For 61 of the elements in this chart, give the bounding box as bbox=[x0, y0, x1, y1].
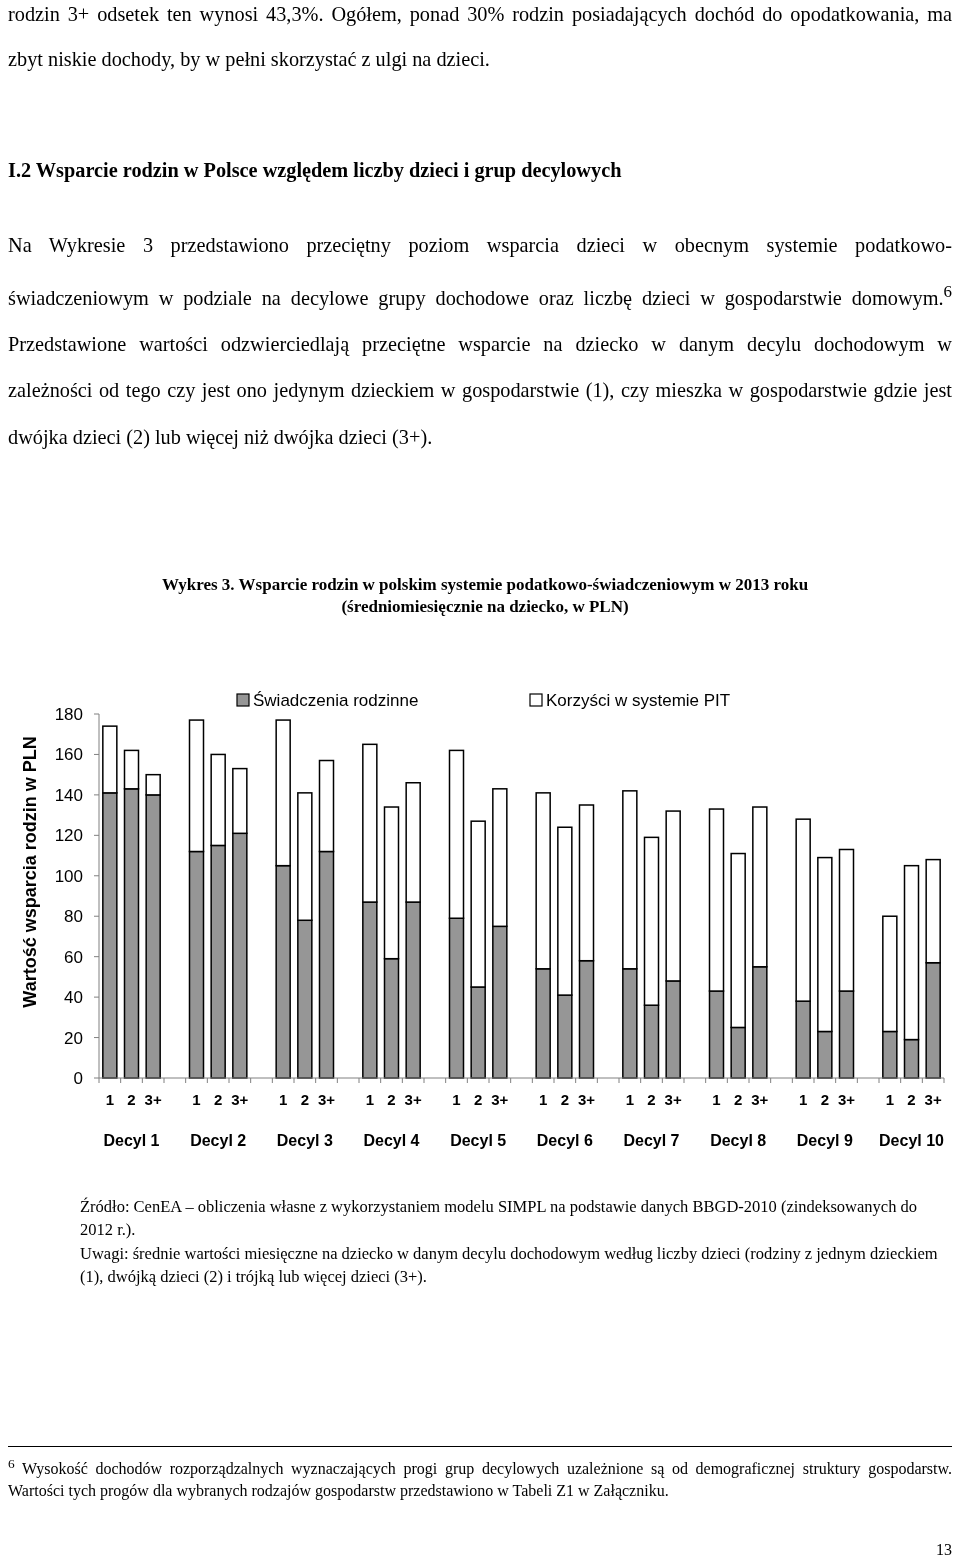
x-tick-label: 1 bbox=[452, 1091, 461, 1109]
x-tick-label: 2 bbox=[387, 1091, 396, 1109]
x-tick-label: 3+ bbox=[144, 1091, 162, 1109]
text: Decyl 9 bbox=[796, 1131, 853, 1149]
x-tick-label: 2 bbox=[560, 1091, 570, 1109]
x-tick-label: 2 bbox=[907, 1091, 916, 1109]
x-tick-label: 3+ bbox=[837, 1091, 856, 1109]
text: rodzin 3+ odsetek ten wynosi 43,3%. Ogółem, ponad 30% rodzin posiadających dochód do opodatkowania, ma zbyt niskie dochody, by w pełni skorzystać z ulgi na dzieci. bbox=[8, 2, 952, 73]
y-tick-label: 140 bbox=[54, 785, 83, 805]
x-tick-label: 3+ bbox=[317, 1091, 336, 1109]
text: Decyl 4 bbox=[363, 1131, 420, 1149]
legend-label: Korzyści w systemie PIT bbox=[546, 690, 731, 710]
x-tick-label: 1 bbox=[192, 1091, 201, 1109]
x-tick-label: 3+ bbox=[751, 1091, 769, 1109]
y-tick-label: 180 bbox=[54, 704, 83, 724]
chart-title: Wykres 3. Wsparcie rodzin w polskim systemie podatkowo-świadczeniowym w 2013 roku (średniomiesięcznie na dziecko, w PLN) bbox=[160, 574, 810, 618]
y-tick-label: 20 bbox=[64, 1028, 83, 1048]
legend-label: Świadczenia rodzinne bbox=[253, 690, 419, 710]
x-tick-label: 2 bbox=[300, 1091, 310, 1109]
x-tick-label: 2 bbox=[820, 1091, 830, 1109]
x-tick-label: 1 bbox=[712, 1091, 721, 1109]
y-tick-label: 120 bbox=[54, 826, 83, 846]
x-tick-label: 1 bbox=[625, 1091, 635, 1109]
text: Uwagi: średnie wartości miesięczne na dziecko w danym decylu dochodowym według liczby dzieci (rodziny z jednym dzieckiem (1), dwójką dzieci (2) i trójką lub więcej dzieci (3+). bbox=[80, 1243, 939, 1288]
text: Decyl 5 bbox=[450, 1131, 507, 1149]
text: Decyl 7 bbox=[623, 1131, 680, 1149]
x-tick-label: 3+ bbox=[231, 1091, 249, 1109]
x-tick-label: 1 bbox=[278, 1091, 288, 1109]
x-tick-label: 3+ bbox=[664, 1091, 682, 1109]
y-tick-label: 80 bbox=[64, 907, 83, 927]
text: Decyl 3 bbox=[276, 1131, 333, 1149]
x-tick-label: 3+ bbox=[404, 1091, 422, 1109]
text: Decyl 1 bbox=[103, 1131, 160, 1149]
text: I.2 Wsparcie rodzin w Polsce względem liczby dzieci i grup decylowych bbox=[8, 158, 623, 184]
x-tick-label: 1 bbox=[538, 1091, 548, 1109]
y-axis-title: Wartość wsparcia rodzin w PLN bbox=[20, 736, 41, 1008]
text: 13 bbox=[936, 1541, 952, 1559]
text: Na Wykresie 3 przedstawiono przeciętny poziom wsparcia dzieci w obecnym systemie podatkowo-świadczeniowym w podziale na decylowe grupy dochodowe oraz liczbę dzieci w gospodarstwie domowym.$^{6}$ Przedstawione wartości odzwierciedlają przeciętne wsparcie na dziecko w danym decylu dochodowym w zależności od tego czy jest ono jedynym dzieckiem w gospodarstwie (1), czy mieszka w gospodarstwie gdzie jest dwójka dzieci (2) lub więcej niż dwójka dzieci (3+). bbox=[8, 234, 952, 448]
x-tick-label: 1 bbox=[798, 1091, 808, 1109]
x-tick-label: 3+ bbox=[577, 1091, 596, 1109]
x-tick-label: 2 bbox=[733, 1091, 743, 1109]
x-tick-label: 1 bbox=[365, 1091, 375, 1109]
text: Decyl 2 bbox=[190, 1131, 247, 1149]
text: Decyl 8 bbox=[710, 1131, 767, 1149]
x-tick-label: 2 bbox=[473, 1091, 483, 1109]
x-tick-label: 1 bbox=[105, 1091, 115, 1109]
y-tick-label: 60 bbox=[64, 947, 83, 967]
y-tick-label: 0 bbox=[73, 1068, 83, 1088]
y-tick-label: 160 bbox=[54, 745, 83, 765]
x-tick-label: 1 bbox=[885, 1091, 895, 1109]
y-tick-label: 40 bbox=[64, 988, 83, 1008]
x-tick-label: 2 bbox=[127, 1091, 136, 1109]
text: Źródło: CenEA – obliczenia własne z wykorzystaniem modelu SIMPL na podstawie danych BBGD-2010 (zindeksowanych do 2012 r.). bbox=[80, 1196, 919, 1241]
text: Decyl 10 bbox=[879, 1131, 945, 1149]
text: Decyl 6 bbox=[536, 1131, 593, 1149]
text: $^{6}$ Wysokość dochodów rozporządzalnych wyznaczających progi grup decylowych uzależnione są od demograficznej struktury gospodarstw. Wartości tych progów dla wybranych rodzajów gospodarstw przedstawiono w Tabeli Z1 w Załączniku. bbox=[8, 1446, 952, 1503]
x-tick-label: 2 bbox=[213, 1091, 223, 1109]
x-tick-label: 2 bbox=[647, 1091, 656, 1109]
x-tick-label: 3+ bbox=[924, 1091, 942, 1109]
x-tick-label: 3+ bbox=[491, 1091, 509, 1109]
y-tick-label: 100 bbox=[54, 866, 83, 886]
